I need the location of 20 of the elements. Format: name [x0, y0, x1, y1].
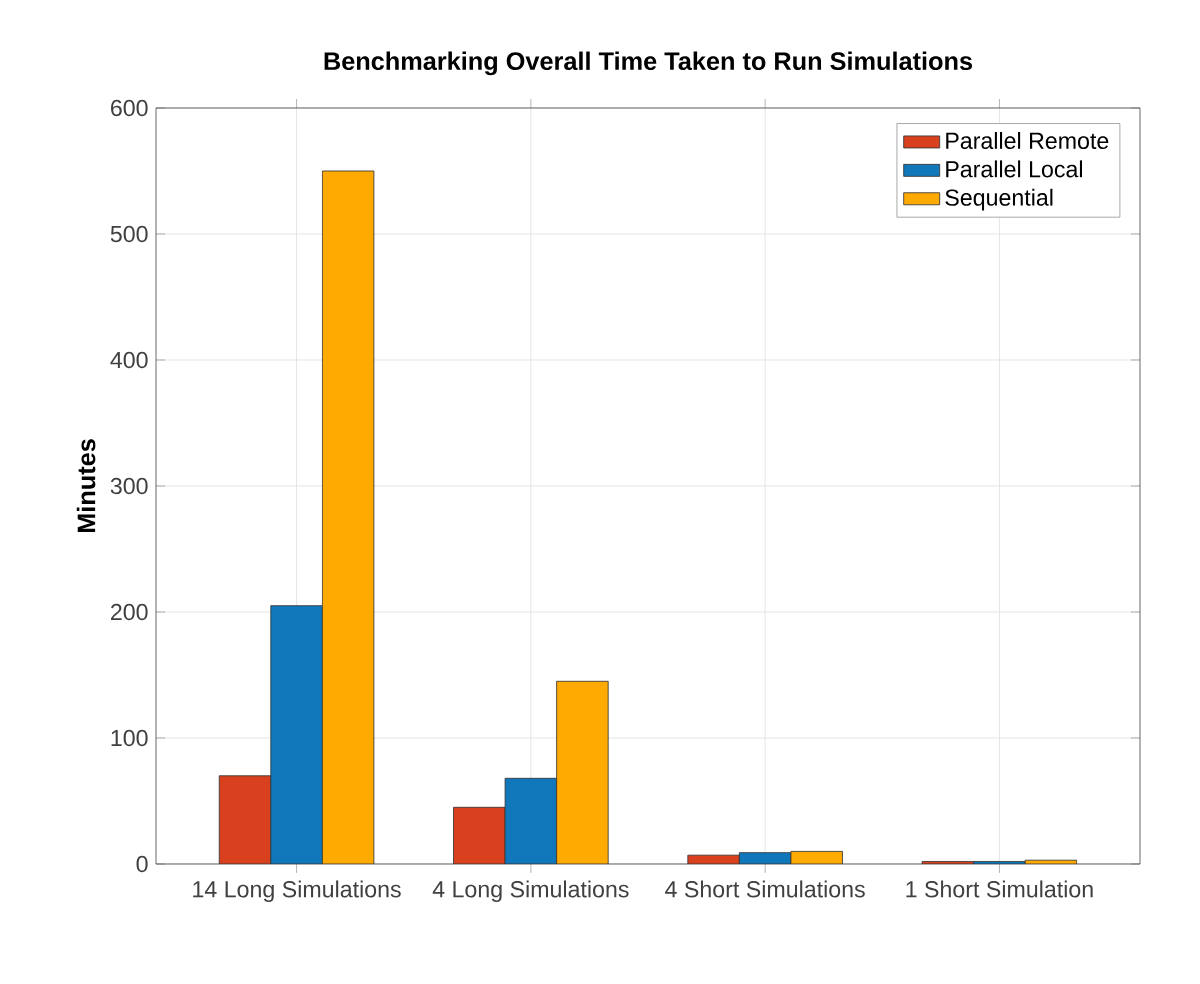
x-tick-label: 14 Long Simulations [193, 880, 401, 903]
bar [218, 775, 272, 864]
y-tick-label: 500 [110, 225, 148, 243]
y-tick-label: 200 [111, 603, 148, 621]
chart-title: Benchmarking Overall Time Taken to Run Simulations [324, 51, 973, 76]
bar [504, 777, 558, 864]
y-tick-label: 600 [111, 99, 148, 117]
y-tick-label: 0 [136, 855, 148, 873]
legend-label: Parallel Local [946, 160, 1082, 178]
bar [453, 806, 506, 864]
x-tick-label: 4 Short Simulations [665, 880, 865, 898]
legend-label: Sequential [945, 188, 1053, 211]
y-tick-label: 300 [110, 477, 148, 495]
bar [270, 605, 323, 864]
y-tick-label: 100 [111, 729, 148, 747]
x-tick-label: 1 Short Simulation [906, 880, 1093, 898]
y-axis-title: Minutes [76, 439, 96, 533]
x-tick-label: 4 Long Simulations [432, 880, 629, 903]
y-tick-label: 400 [110, 351, 148, 369]
legend-label: Parallel Remote [946, 131, 1109, 150]
